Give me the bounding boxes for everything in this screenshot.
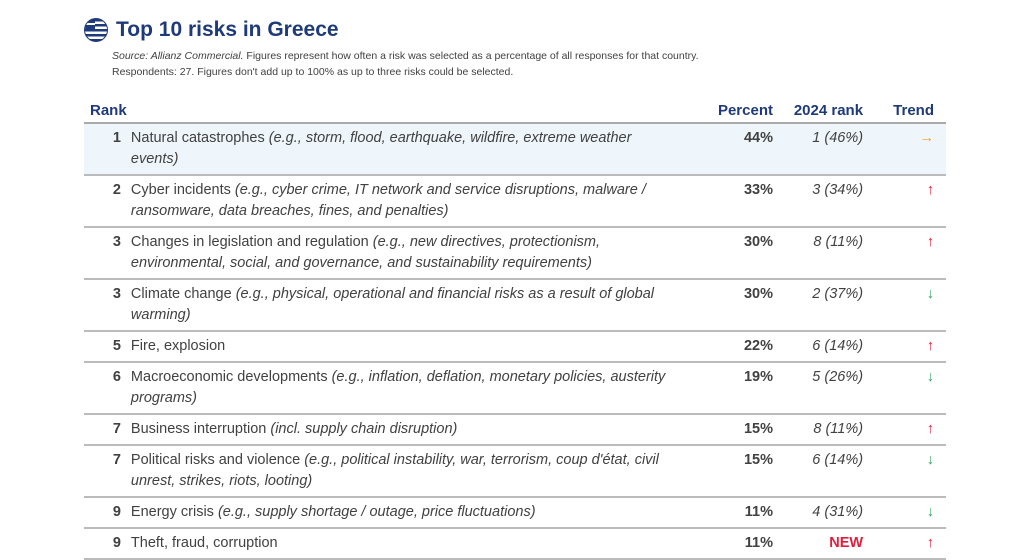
table-row: 1 Natural catastrophes (e.g., storm, flo… (84, 123, 946, 176)
rank-2024: 3 (34%) (772, 175, 864, 228)
page-title: Top 10 risks in Greece (116, 18, 339, 41)
rank: 3 (84, 227, 131, 280)
greece-flag-icon (84, 18, 108, 42)
risk-name: Cyber incidents (130, 182, 231, 198)
source-label: Source: Allianz Commercial. (112, 50, 244, 62)
risk-name: Climate change (130, 286, 232, 302)
rank-2024: 8 (11%) (772, 414, 864, 446)
table-row: 7 Business interruption (incl. supply ch… (84, 414, 946, 446)
trend-down-arrow-icon: ↓ (863, 279, 946, 332)
risk-description: Natural catastrophes (e.g., storm, flood… (130, 123, 675, 176)
risk-description: Energy crisis (e.g., supply shortage / o… (130, 497, 675, 529)
risks-table: Rank Percent 2024 rank Trend 1 Natural c… (84, 100, 946, 560)
rank: 1 (84, 123, 131, 176)
risk-name: Fire, explosion (130, 338, 226, 354)
percent: 15% (674, 445, 773, 498)
table-row: 3 Climate change (e.g., physical, operat… (84, 279, 946, 332)
percent: 33% (674, 175, 773, 228)
risk-detail: (e.g., political instability, war, terro… (130, 452, 659, 489)
table-row: 7 Political risks and violence (e.g., po… (84, 445, 946, 498)
risk-detail: (e.g., new directives, protectionism, en… (130, 234, 601, 271)
risk-description: Cyber incidents (e.g., cyber crime, IT n… (130, 175, 675, 228)
risk-description: Fire, explosion (130, 331, 675, 363)
rank: 9 (84, 497, 131, 529)
risk-description: Climate change (e.g., physical, operatio… (130, 279, 675, 332)
percent: 30% (674, 279, 773, 332)
table-row: 3 Changes in legislation and regulation … (84, 227, 946, 280)
rank-2024: 8 (11%) (772, 227, 864, 280)
risk-name: Changes in legislation and regulation (130, 234, 369, 250)
risk-description: Theft, fraud, corruption (130, 528, 675, 560)
risk-name: Political risks and violence (130, 452, 301, 468)
table-row: 6 Macroeconomic developments (e.g., infl… (84, 362, 946, 415)
risk-detail: (e.g., storm, flood, earthquake, wildfir… (130, 130, 632, 167)
note-line2: Respondents: 27. Figures don't add up to… (112, 66, 514, 78)
header-trend: Trend (863, 100, 946, 124)
risk-description: Changes in legislation and regulation (e… (130, 227, 675, 280)
percent: 30% (674, 227, 773, 280)
risk-name: Natural catastrophes (130, 130, 265, 146)
trend-same-arrow-icon: → (863, 123, 946, 176)
rank-2024: 5 (26%) (772, 362, 864, 415)
trend-up-arrow-icon: ↑ (863, 331, 946, 363)
percent: 11% (674, 497, 773, 529)
percent: 15% (674, 414, 773, 446)
rank: 3 (84, 279, 131, 332)
risk-description: Political risks and violence (e.g., poli… (130, 445, 675, 498)
rank: 7 (84, 414, 131, 446)
table-row: 9 Theft, fraud, corruption 11% NEW ↑ (84, 528, 946, 560)
rank-2024: 4 (31%) (772, 497, 864, 529)
table-row: 9 Energy crisis (e.g., supply shortage /… (84, 497, 946, 529)
percent: 22% (674, 331, 773, 363)
risk-name: Theft, fraud, corruption (130, 535, 278, 551)
source-note: Source: Allianz Commercial. Figures repr… (112, 48, 699, 80)
rank-2024: 2 (37%) (772, 279, 864, 332)
risk-detail: (e.g., physical, operational and financi… (130, 286, 655, 323)
risk-description: Business interruption (incl. supply chai… (130, 414, 675, 446)
rank: 9 (84, 528, 131, 560)
risk-detail: (e.g., cyber crime, IT network and servi… (130, 182, 646, 219)
percent: 19% (674, 362, 773, 415)
note-line1: Figures represent how often a risk was s… (243, 50, 699, 62)
risk-detail: (incl. supply chain disruption) (266, 421, 458, 437)
rank-2024: 6 (14%) (772, 445, 864, 498)
risk-description: Macroeconomic developments (e.g., inflat… (130, 362, 675, 415)
rank: 7 (84, 445, 131, 498)
trend-up-arrow-icon: ↑ (863, 414, 946, 446)
trend-up-arrow-icon: ↑ (863, 175, 946, 228)
rank: 5 (84, 331, 131, 363)
risk-name: Business interruption (130, 421, 267, 437)
header-2024-rank: 2024 rank (772, 100, 864, 124)
percent: 44% (674, 123, 773, 176)
table-row: 5 Fire, explosion 22% 6 (14%) ↑ (84, 331, 946, 363)
rank-2024: 6 (14%) (772, 331, 864, 363)
trend-down-arrow-icon: ↓ (863, 362, 946, 415)
table-row: 2 Cyber incidents (e.g., cyber crime, IT… (84, 175, 946, 228)
risk-name: Macroeconomic developments (130, 369, 328, 385)
trend-down-arrow-icon: ↓ (863, 497, 946, 529)
page-header: Top 10 risks in Greece (84, 18, 339, 42)
trend-up-arrow-icon: ↑ (863, 227, 946, 280)
rank-2024: 1 (46%) (772, 123, 864, 176)
trend-up-arrow-icon: ↑ (863, 528, 946, 560)
header-rank: Rank (84, 100, 675, 124)
header-percent: Percent (674, 100, 773, 124)
risk-name: Energy crisis (130, 504, 214, 520)
rank-2024: NEW (772, 528, 864, 560)
trend-down-arrow-icon: ↓ (863, 445, 946, 498)
percent: 11% (674, 528, 773, 560)
rank: 2 (84, 175, 131, 228)
risk-detail: (e.g., inflation, deflation, monetary po… (130, 369, 666, 406)
risk-detail: (e.g., supply shortage / outage, price f… (213, 504, 536, 520)
rank: 6 (84, 362, 131, 415)
